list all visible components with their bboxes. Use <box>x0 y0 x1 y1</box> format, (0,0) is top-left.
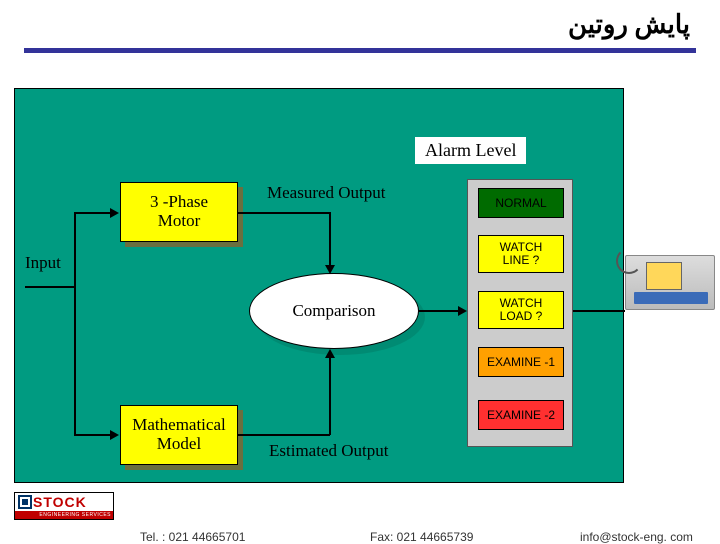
arrow-line <box>419 310 459 312</box>
status-watch-line: WATCH LINE ? <box>478 235 564 273</box>
device-panel-icon <box>634 292 708 304</box>
status-normal: NORMAL <box>478 188 564 218</box>
status-watch-line-text: WATCH LINE ? <box>500 241 543 266</box>
diagram-canvas: Alarm Level Measured Output Input Estima… <box>14 88 624 483</box>
logo-text: STOCK <box>33 494 87 510</box>
device-screen-icon <box>646 262 682 290</box>
phase-motor-block: 3 -Phase Motor <box>120 182 238 242</box>
arrow-head <box>458 306 467 316</box>
math-model-text: Mathematical Model <box>132 416 225 453</box>
math-model-block: Mathematical Model <box>120 405 238 465</box>
logo: STOCK ENGINEERING SERVICES <box>14 492 114 520</box>
status-examine-1: EXAMINE -1 <box>478 347 564 377</box>
measured-output-label: Measured Output <box>267 183 386 203</box>
arrow-line <box>74 212 111 214</box>
status-panel: NORMAL WATCH LINE ? WATCH LOAD ? EXAMINE… <box>467 179 573 447</box>
status-examine-1-text: EXAMINE -1 <box>487 356 555 369</box>
arrow-line <box>329 212 331 267</box>
arrow-line <box>329 357 331 435</box>
status-watch-load: WATCH LOAD ? <box>478 291 564 329</box>
arrow-head <box>110 430 119 440</box>
arrow-head <box>110 208 119 218</box>
header-divider <box>24 48 696 53</box>
status-examine-2: EXAMINE -2 <box>478 400 564 430</box>
arrow-head <box>325 265 335 274</box>
arrow-line <box>74 434 111 436</box>
arrow-line <box>74 212 76 287</box>
arrow-line <box>74 286 76 435</box>
status-watch-load-text: WATCH LOAD ? <box>500 297 543 322</box>
arrow-line <box>238 434 330 436</box>
logo-subtitle: ENGINEERING SERVICES <box>15 511 113 519</box>
comparison-text: Comparison <box>292 301 375 321</box>
logo-top: STOCK <box>15 493 113 511</box>
device-wire-icon <box>616 248 642 274</box>
arrow-line <box>25 286 75 288</box>
footer-fax: Fax: 021 44665739 <box>370 530 473 544</box>
status-normal-text: NORMAL <box>495 197 546 210</box>
arrow-head <box>325 349 335 358</box>
input-label: Input <box>25 253 61 273</box>
status-examine-2-text: EXAMINE -2 <box>487 409 555 422</box>
footer-email: info@stock-eng. com <box>580 530 693 544</box>
arrow-line <box>573 310 625 312</box>
alarm-level-label: Alarm Level <box>415 137 526 164</box>
page-title: ﭘﺎﻳﺶ ﺭﻭﺗﻴﻦ <box>568 10 690 40</box>
arrow-line <box>238 212 330 214</box>
comparison-ellipse: Comparison <box>249 273 419 349</box>
estimated-output-label: Estimated Output <box>269 441 388 461</box>
footer-tel: Tel. : 021 44665701 <box>140 530 245 544</box>
phase-motor-text: 3 -Phase Motor <box>150 193 208 230</box>
logo-icon <box>17 494 33 510</box>
